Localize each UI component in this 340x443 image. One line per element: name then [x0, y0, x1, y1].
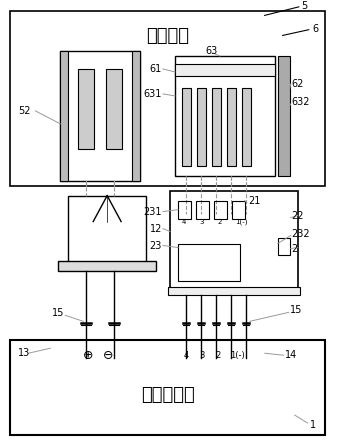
Bar	[232, 201, 245, 218]
Bar	[178, 244, 240, 281]
Text: 可充电电池: 可充电电池	[141, 386, 195, 404]
Bar	[214, 201, 227, 218]
Bar	[68, 196, 146, 264]
Text: 232: 232	[292, 229, 310, 238]
Text: 15: 15	[52, 308, 65, 319]
Bar	[182, 88, 191, 166]
Bar	[11, 11, 325, 186]
Text: 1: 1	[310, 420, 316, 430]
Text: 1(-): 1(-)	[231, 351, 245, 360]
Bar	[278, 237, 290, 256]
Bar	[170, 190, 298, 291]
Text: 2: 2	[292, 244, 298, 253]
Text: ⊕: ⊕	[83, 349, 94, 362]
Bar	[197, 88, 206, 166]
Bar	[60, 51, 140, 181]
Bar	[168, 288, 300, 295]
Text: 4: 4	[182, 218, 186, 225]
Text: 12: 12	[150, 224, 162, 233]
Text: 632: 632	[292, 97, 310, 107]
Text: 63: 63	[205, 46, 217, 56]
Bar	[175, 64, 275, 76]
Text: 充电装置: 充电装置	[147, 27, 189, 45]
Text: 2: 2	[215, 351, 221, 360]
Text: 61: 61	[150, 64, 162, 74]
Text: 631: 631	[143, 89, 162, 99]
Bar	[196, 201, 209, 218]
Text: 3: 3	[200, 218, 204, 225]
Text: 21: 21	[248, 196, 260, 206]
Bar	[242, 88, 251, 166]
Bar	[132, 51, 140, 181]
Text: 23: 23	[150, 241, 162, 250]
Bar	[78, 69, 94, 149]
Text: 2: 2	[218, 218, 222, 225]
Bar	[175, 56, 275, 176]
Text: ⊖: ⊖	[103, 349, 114, 362]
Text: 5: 5	[302, 1, 308, 11]
Text: 14: 14	[285, 350, 297, 360]
Text: 62: 62	[292, 79, 304, 89]
Text: 15: 15	[290, 305, 302, 315]
Bar	[11, 340, 325, 435]
Bar	[60, 51, 68, 181]
Text: 52: 52	[18, 106, 31, 116]
Bar	[227, 88, 236, 166]
Text: 231: 231	[143, 206, 162, 217]
Text: 3: 3	[199, 351, 205, 360]
Bar	[58, 261, 156, 272]
Text: 13: 13	[18, 348, 31, 358]
Bar	[178, 201, 191, 218]
Text: 22: 22	[292, 210, 304, 221]
Bar	[106, 69, 122, 149]
Text: 4: 4	[183, 351, 189, 360]
Bar	[212, 88, 221, 166]
Text: 6: 6	[312, 24, 319, 34]
Text: 1(-): 1(-)	[236, 218, 248, 225]
Bar	[278, 56, 290, 176]
